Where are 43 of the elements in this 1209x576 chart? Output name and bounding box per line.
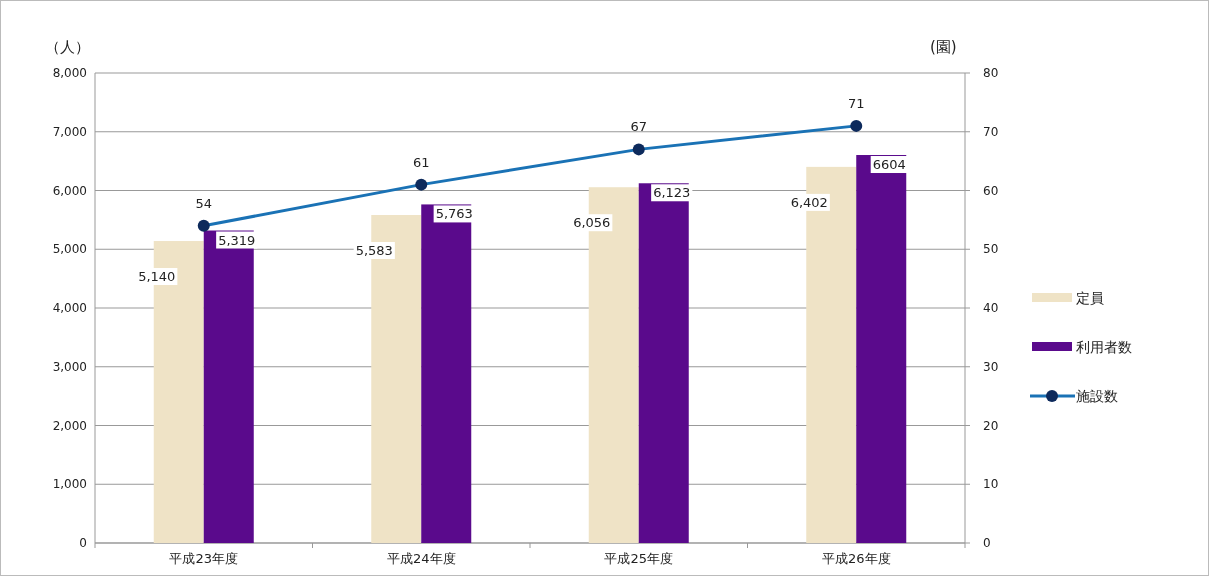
y-tick-label: 6,000 bbox=[52, 183, 87, 198]
y-tick-label: 1,000 bbox=[52, 477, 87, 492]
data-label: 6,056 bbox=[573, 215, 611, 231]
y2-tick-label: 70 bbox=[983, 124, 999, 139]
data-label: 6,402 bbox=[790, 194, 828, 210]
y-tick-label: 3,000 bbox=[52, 359, 87, 374]
data-label: 5,140 bbox=[138, 269, 176, 285]
data-label: 5,319 bbox=[218, 232, 256, 248]
y2-tick-label: 10 bbox=[983, 477, 999, 492]
data-label: 61 bbox=[412, 154, 430, 170]
y2-tick-label: 0 bbox=[983, 536, 991, 550]
y2-tick-label: 60 bbox=[983, 183, 999, 198]
y2-tick-label: 40 bbox=[983, 301, 999, 315]
y2-axis-title: (園) bbox=[930, 38, 957, 56]
data-label: 5,583 bbox=[355, 243, 393, 258]
bar bbox=[856, 155, 907, 543]
bar bbox=[203, 230, 254, 543]
y-tick-label: 0 bbox=[79, 536, 87, 550]
y-tick-label: 8,000 bbox=[52, 66, 87, 80]
data-label: 67 bbox=[630, 119, 648, 135]
data-label: 71 bbox=[847, 95, 865, 111]
y-axis-title: （人） bbox=[45, 38, 90, 56]
y-tick-label: 2,000 bbox=[52, 418, 87, 433]
y2-tick-label: 50 bbox=[983, 242, 999, 257]
legend-label: 利用者数 bbox=[1076, 339, 1132, 355]
x-tick-label: 平成25年度 bbox=[604, 551, 674, 566]
data-label: 6,123 bbox=[653, 185, 691, 201]
y2-tick-label: 80 bbox=[983, 66, 999, 80]
y2-tick-label: 20 bbox=[983, 418, 999, 433]
y2-tick-label: 30 bbox=[983, 359, 999, 374]
legend-label: 施設数 bbox=[1076, 388, 1118, 404]
data-label: 6604 bbox=[872, 157, 906, 173]
legend-label: 定員 bbox=[1076, 290, 1104, 306]
x-tick-label: 平成24年度 bbox=[386, 551, 456, 566]
data-label: 54 bbox=[195, 195, 213, 211]
data-label: 5,763 bbox=[435, 206, 473, 222]
x-tick-label: 平成23年度 bbox=[169, 551, 239, 566]
bar bbox=[638, 183, 689, 543]
y-tick-label: 4,000 bbox=[52, 301, 87, 315]
y-tick-label: 5,000 bbox=[52, 242, 87, 257]
bar bbox=[421, 204, 472, 543]
x-tick-label: 平成26年度 bbox=[821, 551, 891, 566]
y-tick-label: 7,000 bbox=[52, 124, 87, 139]
